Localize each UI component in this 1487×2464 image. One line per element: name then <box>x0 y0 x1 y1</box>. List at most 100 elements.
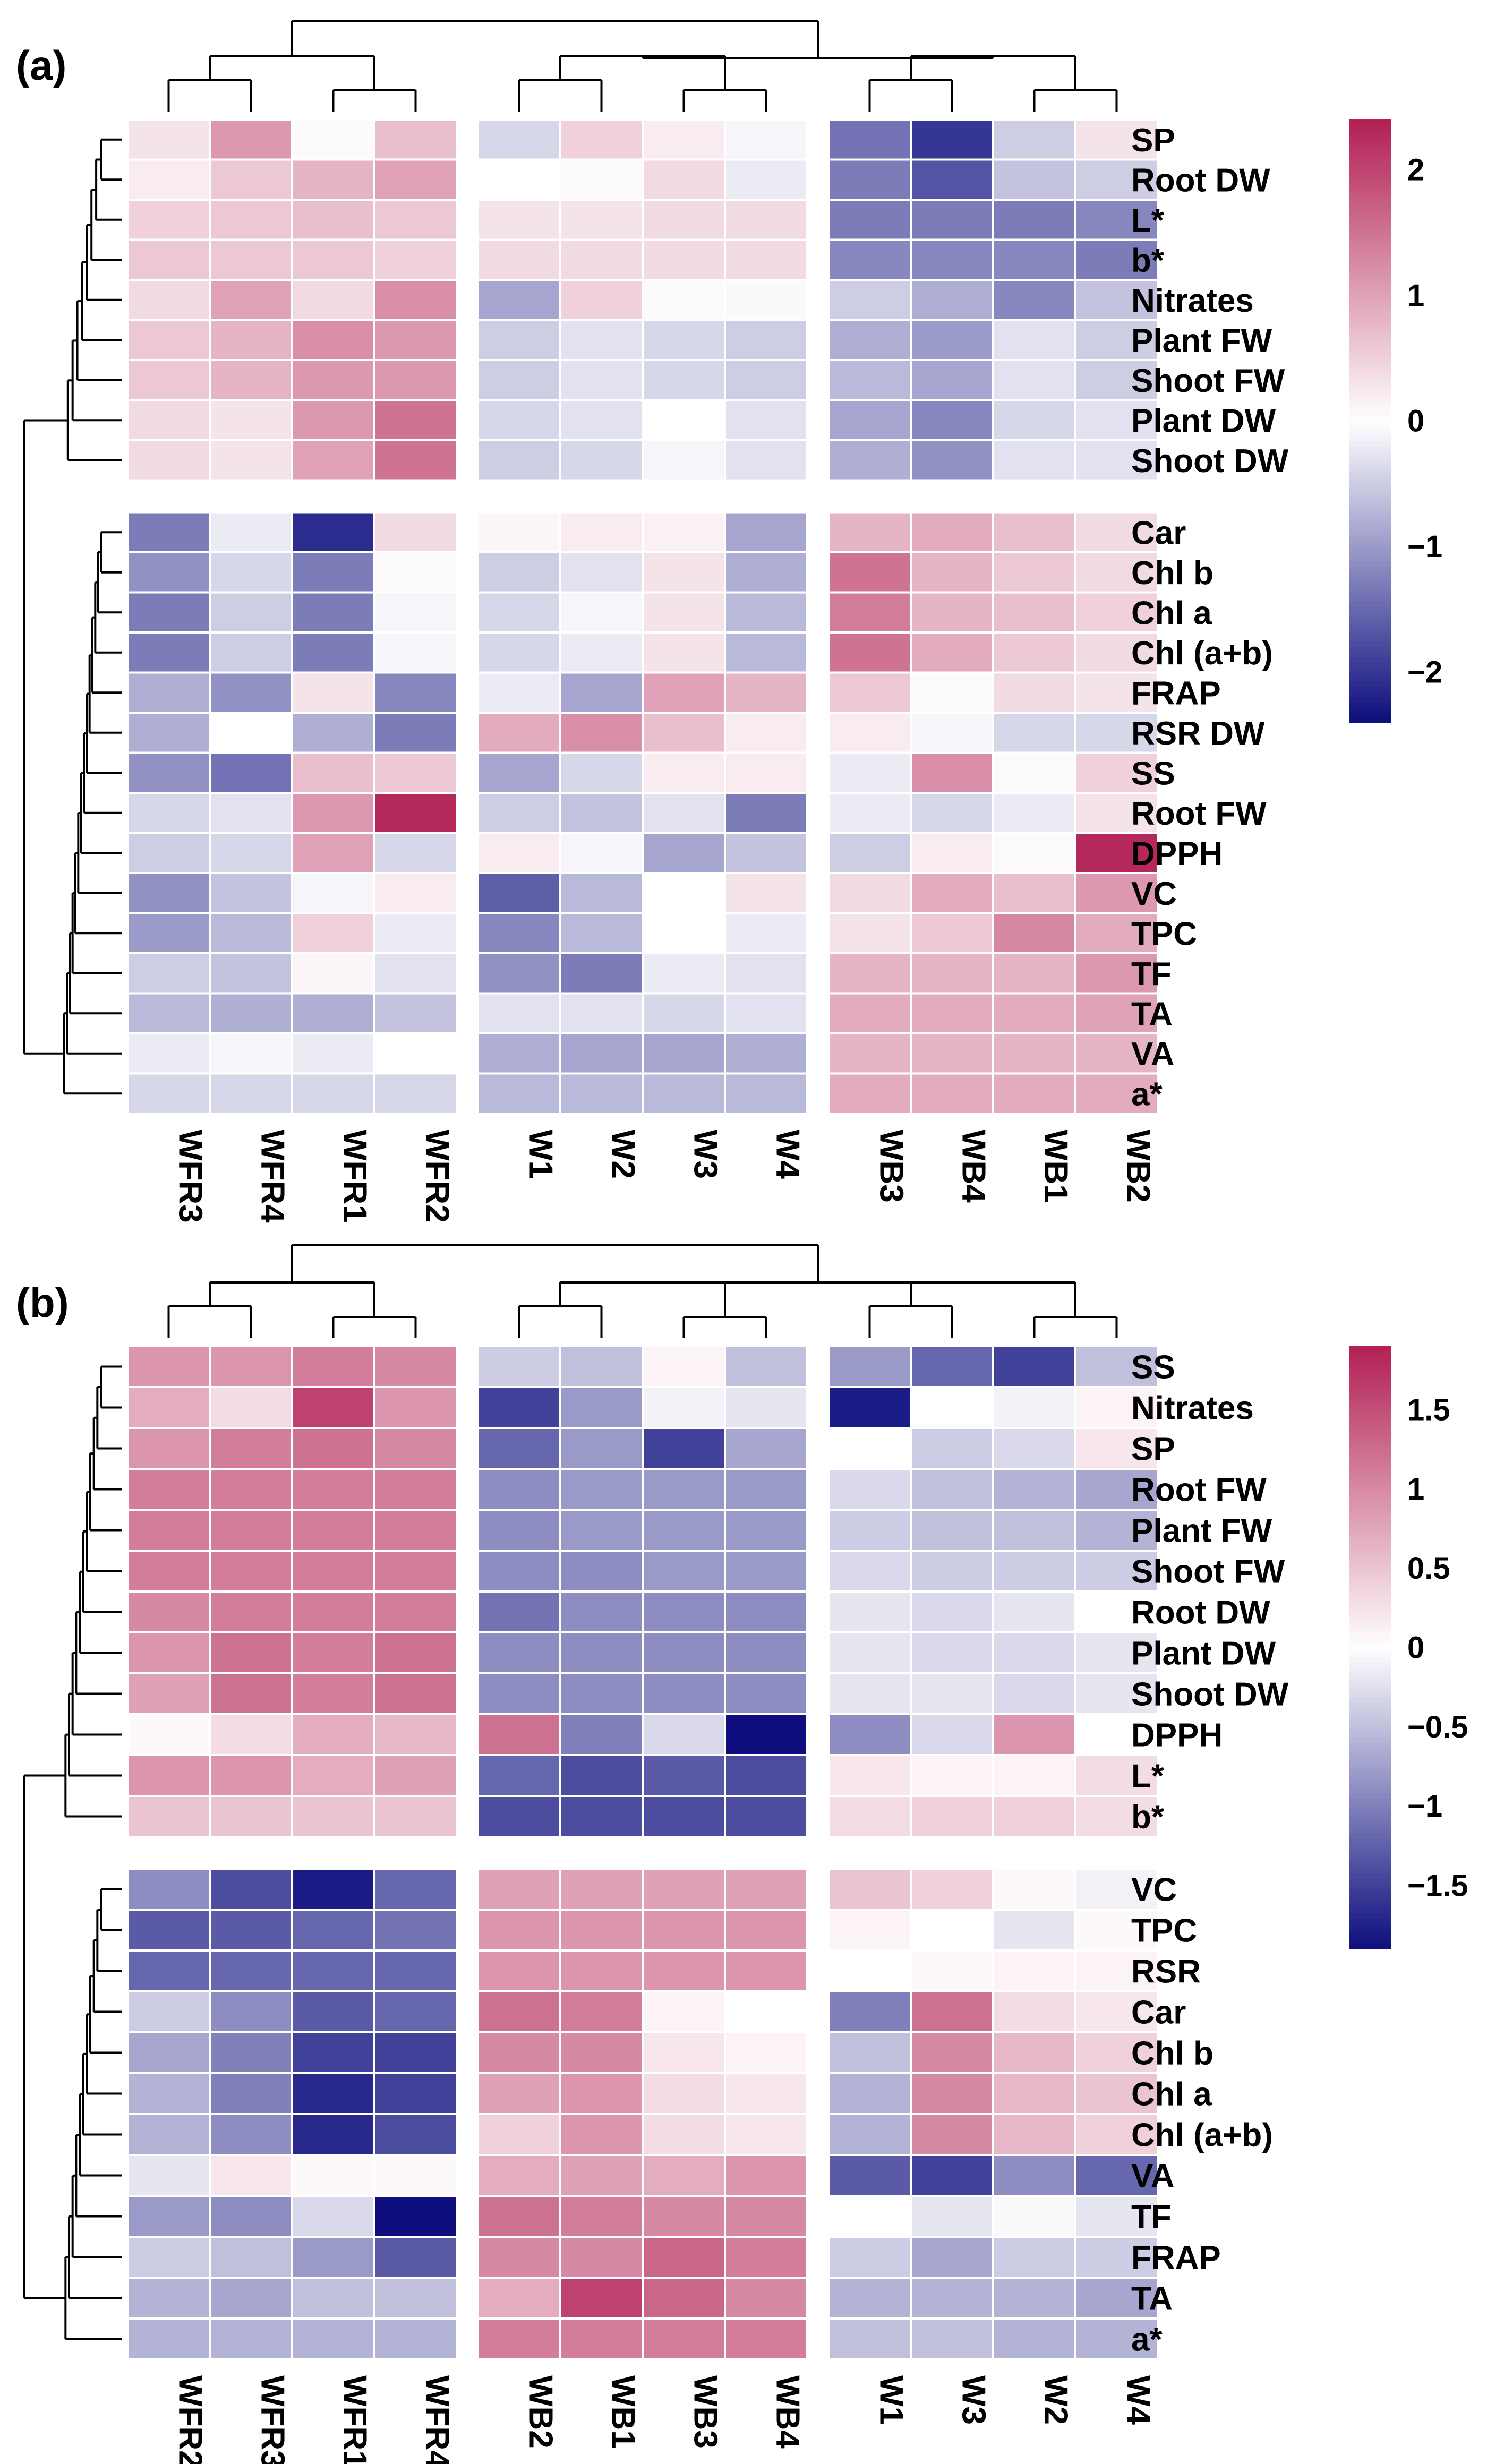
cell-root-dw-w2 <box>559 158 644 201</box>
colorbar-segment <box>1349 556 1391 562</box>
cell-frap-wfr3 <box>209 2236 293 2279</box>
row-label-ta: TA <box>1131 996 1173 1032</box>
cell-frap-wfr1 <box>291 671 375 714</box>
cell-nitrates-wfr3 <box>126 279 211 321</box>
cell-dpph-wb2 <box>477 1713 561 1756</box>
cell-root-fw-wfr3 <box>209 1468 293 1511</box>
cell-chl-b-wb2 <box>477 2031 561 2074</box>
cell-frap-wb4 <box>910 671 994 714</box>
row-label-plant-fw: Plant FW <box>1131 1513 1272 1550</box>
cell-tf-wb2 <box>1074 952 1159 995</box>
colorbar-segment <box>1349 1717 1391 1724</box>
cell-shoot-dw-wfr3 <box>126 439 211 482</box>
cell-vc-wb1 <box>992 872 1076 914</box>
cell-ta-w2 <box>992 2277 1076 2320</box>
colorbar-segment <box>1349 1562 1391 1568</box>
cell-ss-wb1 <box>559 1345 644 1388</box>
colorbar-segment <box>1349 416 1391 422</box>
cell-plant-fw-w1 <box>477 319 561 361</box>
cell-plant-dw-w2 <box>992 1631 1076 1674</box>
cell-vc-wb2 <box>477 1868 561 1911</box>
cell-rsr-dw-wb3 <box>827 712 912 754</box>
cell-a-w1 <box>827 2317 912 2360</box>
cell-chl-a-w2 <box>992 2072 1076 2115</box>
cell-shoot-dw-wfr4 <box>209 439 293 482</box>
cell-chl-a-b-wb1 <box>992 631 1076 674</box>
cell-tpc-wb2 <box>1074 912 1159 954</box>
row-label-plant-fw: Plant FW <box>1131 322 1272 359</box>
cell-chl-a-wfr4 <box>373 2072 458 2115</box>
colorbar-segment <box>1349 340 1391 346</box>
cell-va-wb1 <box>992 1032 1076 1075</box>
cell-va-wfr2 <box>126 2154 211 2197</box>
colorbar-segment <box>1349 637 1391 643</box>
cell-tpc-wfr2 <box>126 1909 211 1952</box>
cell-chl-a-b-w4 <box>1074 2113 1159 2156</box>
cell-sp-wb3 <box>827 118 912 161</box>
colorbar-segment <box>1349 1532 1391 1538</box>
cell-chl-a-w3 <box>642 591 726 634</box>
column-label-wfr4: WFR4 <box>254 1130 291 1223</box>
cell-root-fw-wfr4 <box>373 1468 458 1511</box>
cell-chl-a-b-w1 <box>477 631 561 674</box>
colorbar-segment <box>1349 159 1391 166</box>
cell-tpc-wb3 <box>827 912 912 954</box>
cell-b-w1 <box>477 238 561 281</box>
cell-frap-w4 <box>724 671 808 714</box>
cell-sp-wb1 <box>559 1427 644 1470</box>
row-label-b: b* <box>1131 1799 1165 1836</box>
row-label-root-fw: Root FW <box>1131 795 1267 832</box>
row-label-sp: SP <box>1131 122 1175 159</box>
cell-car-wfr1 <box>291 511 375 553</box>
colorbar-segment <box>1349 1461 1391 1467</box>
colorbar-segment <box>1349 501 1391 507</box>
colorbar-segment <box>1349 220 1391 226</box>
colorbar-segment <box>1349 1617 1391 1623</box>
cell-a-wb2 <box>477 2317 561 2360</box>
cell-ta-wfr4 <box>209 992 293 1034</box>
cell-chl-a-wfr3 <box>126 591 211 634</box>
cell-vc-wfr1 <box>291 872 375 914</box>
cell-b-wb1 <box>992 238 1076 281</box>
colorbar-segment <box>1349 1627 1391 1633</box>
colorbar-segment <box>1349 1607 1391 1613</box>
cell-ta-wb1 <box>992 992 1076 1034</box>
colorbar-tick-label: 1.5 <box>1407 1392 1450 1427</box>
colorbar-segment <box>1349 1401 1391 1407</box>
colorbar-segment <box>1349 250 1391 256</box>
cell-shoot-fw-w1 <box>477 359 561 401</box>
colorbar-segment <box>1349 1416 1391 1422</box>
column-label-w1: W1 <box>873 2375 910 2425</box>
cell-nitrates-wb4 <box>910 279 994 321</box>
cell-rsr-dw-w2 <box>559 712 644 754</box>
cell-b-w2 <box>992 1795 1076 1838</box>
cell-va-wb1 <box>559 2154 644 2197</box>
cell-shoot-fw-wb2 <box>477 1550 561 1593</box>
cell-b-w4 <box>1074 1795 1159 1838</box>
colorbar-segment <box>1349 631 1391 638</box>
cell-rsr-wfr2 <box>126 1949 211 1992</box>
cell-tpc-wfr4 <box>373 1909 458 1952</box>
cell-rsr-dw-wfr4 <box>209 712 293 754</box>
colorbar-segment <box>1349 1727 1391 1734</box>
cell-car-w2 <box>992 1990 1076 2033</box>
cell-nitrates-w1 <box>827 1386 912 1429</box>
cell-plant-fw-wfr4 <box>373 1509 458 1552</box>
cell-shoot-dw-wb4 <box>724 1672 808 1715</box>
colorbar-segment <box>1349 1542 1391 1548</box>
column-label-w4: W4 <box>1120 2375 1157 2425</box>
cell-vc-w4 <box>1074 1868 1159 1911</box>
cell-root-fw-w4 <box>1074 1468 1159 1511</box>
colorbar-tick-label: −0.5 <box>1407 1710 1468 1744</box>
colorbar-segment <box>1349 1371 1391 1377</box>
cell-vc-wfr2 <box>373 872 458 914</box>
cell-a-wb1 <box>559 2317 644 2360</box>
colorbar-segment <box>1349 1909 1391 1914</box>
cell-root-dw-wfr2 <box>373 158 458 201</box>
colorbar-segment <box>1349 375 1391 381</box>
row-label-tpc: TPC <box>1131 916 1197 952</box>
cell-l-w3 <box>910 1754 994 1797</box>
row-label-car: Car <box>1131 515 1186 551</box>
colorbar-segment <box>1349 1381 1391 1387</box>
